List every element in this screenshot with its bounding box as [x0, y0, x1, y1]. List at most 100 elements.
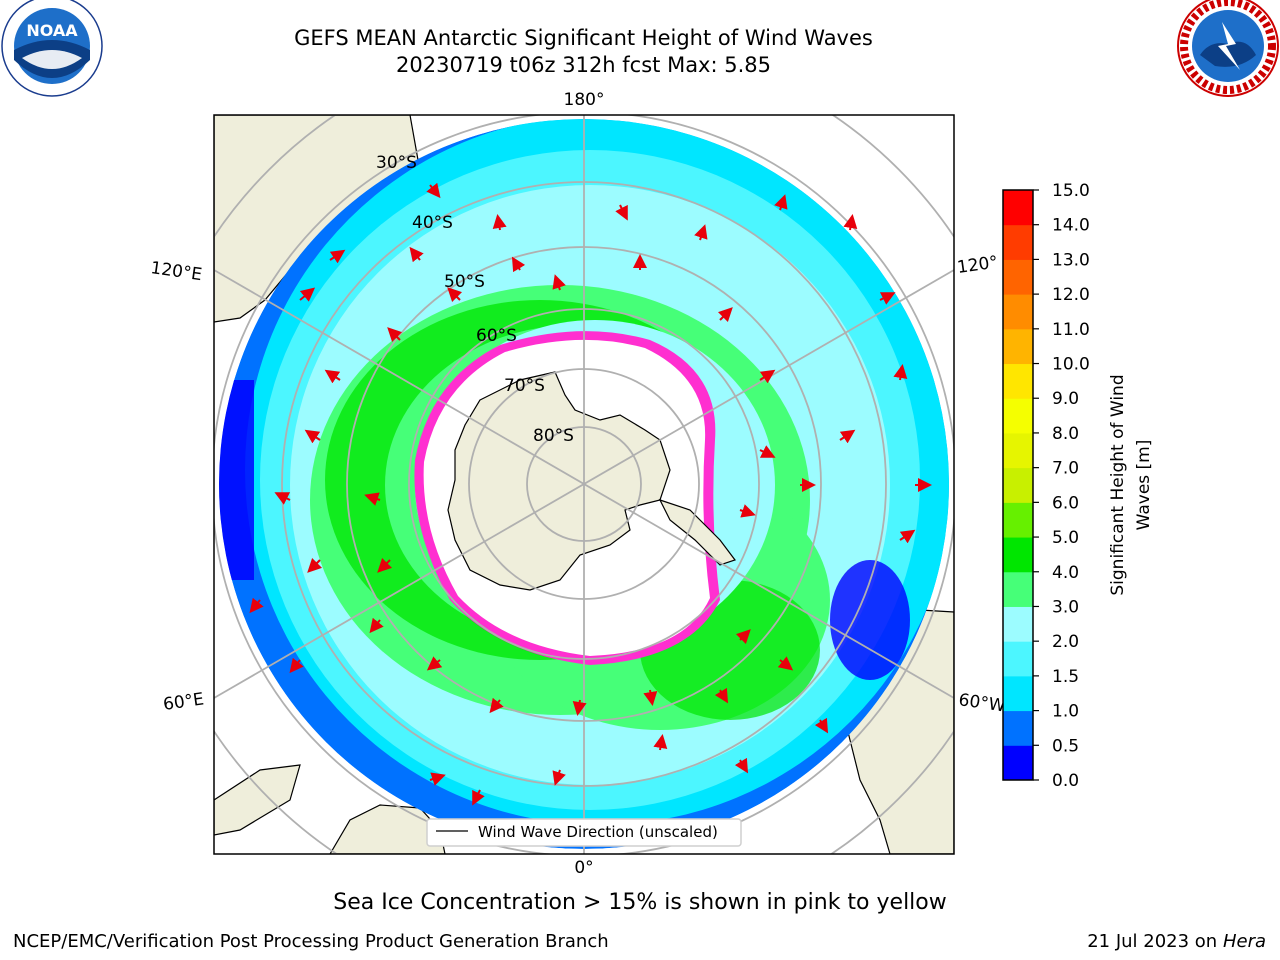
lat-label-70s: 70°S — [504, 376, 545, 396]
colorbar-segment — [1003, 606, 1033, 642]
colorbar-tick-label: 2.0 — [1052, 632, 1079, 652]
colorbar-frame — [1002, 189, 1034, 781]
colorbar-segment — [1003, 675, 1033, 712]
colorbar-segment — [1003, 190, 1033, 226]
lat-label-40s: 40°S — [412, 213, 453, 233]
colorbar-segment — [1003, 641, 1033, 677]
vector — [377, 557, 393, 573]
colorbar-tick-label: 1.5 — [1052, 667, 1079, 687]
vector — [899, 529, 916, 544]
vector — [426, 182, 441, 199]
vector — [714, 687, 729, 704]
vector — [511, 256, 526, 273]
lat-label-60s: 60°S — [476, 326, 517, 346]
colorbar-tick-label: 3.0 — [1052, 597, 1079, 617]
colorbar-tick-label: 5.0 — [1052, 528, 1079, 548]
lat-label-80s: 80°S — [533, 426, 574, 446]
vector — [429, 772, 446, 786]
legend-label: Wind Wave Direction (unscaled) — [478, 823, 718, 841]
vector — [552, 769, 566, 786]
lat-label-30s: 30°S — [376, 153, 417, 173]
run-date-text: 21 Jul 2023 on — [1087, 931, 1218, 952]
vector — [879, 292, 896, 305]
colorbar-segment — [1003, 259, 1033, 295]
colorbar-tick-label: 12.0 — [1052, 285, 1090, 305]
vector — [572, 699, 587, 716]
colorbar-segment — [1003, 502, 1033, 538]
vector — [274, 492, 291, 505]
vector — [304, 429, 321, 444]
title-line-1: GEFS MEAN Antarctic Significant Height o… — [294, 26, 873, 50]
colorbar: 0.0 0.5 1.0 1.5 2.0 3.0 4.0 5.0 6.0 7.0 8.0 9.0 10.0… — [1002, 181, 1090, 791]
lon-label-60w: 60°W — [957, 690, 1006, 716]
vector — [409, 246, 424, 263]
colorbar-tick-label: 4.0 — [1052, 563, 1079, 583]
lon-label-180: 180° — [564, 90, 605, 110]
lat-label-50s: 50°S — [444, 272, 485, 292]
vector — [694, 224, 708, 241]
vector — [552, 274, 566, 291]
colorbar-tick-label: 6.0 — [1052, 493, 1079, 513]
africa-land-west — [214, 764, 301, 836]
title-line-2: 20230719 t06z 312h fcst Max: 5.85 — [396, 53, 771, 77]
vector — [739, 504, 756, 518]
vector — [492, 214, 507, 231]
colorbar-segment — [1003, 745, 1033, 781]
colorbar-segment — [1003, 571, 1033, 607]
lon-label-120w: 120° — [956, 252, 999, 278]
vector — [777, 656, 794, 671]
map-frame — [213, 114, 955, 855]
colorbar-segment — [1003, 363, 1033, 399]
run-date: 21 Jul 2023 on Hera — [1087, 931, 1266, 952]
colorbar-segment — [1003, 432, 1033, 469]
lon-label-60e: 60°E — [162, 689, 205, 714]
colorbar-tick-label: 8.0 — [1052, 424, 1079, 444]
colorbar-tick-label: 13.0 — [1052, 250, 1090, 270]
colorbar-tick-label: 0.0 — [1052, 771, 1079, 791]
nws-logo — [1177, 0, 1279, 97]
colorbar-tick-label: 11.0 — [1052, 320, 1090, 340]
vector — [364, 492, 381, 506]
sea-ice-note: Sea Ice Concentration > 15% is shown in … — [333, 890, 947, 915]
vector — [329, 249, 346, 264]
vector — [774, 194, 788, 211]
vector — [369, 617, 384, 634]
colorbar-segment — [1003, 224, 1033, 260]
colorbar-tick-label: 10.0 — [1052, 355, 1090, 375]
colorbar-segment — [1003, 294, 1033, 330]
vector — [615, 204, 628, 221]
vector — [814, 717, 829, 734]
vector — [447, 287, 463, 303]
vector — [734, 757, 749, 774]
lon-label-0: 0° — [574, 858, 593, 878]
vector — [324, 369, 341, 384]
vector — [759, 369, 776, 384]
colorbar-tick-label: 0.5 — [1052, 736, 1079, 756]
credit-line: NCEP/EMC/Verification Post Processing Pr… — [13, 931, 609, 952]
noaa-logo-text: NOAA — [26, 21, 78, 40]
vector — [289, 657, 304, 674]
vector — [489, 697, 504, 714]
lon-label-120e: 120°E — [149, 258, 203, 285]
vector — [893, 364, 908, 381]
colorbar-segment — [1003, 537, 1033, 573]
colorbar-label-line1: Significant Height of Wind — [1108, 374, 1128, 595]
colorbar-tick-label: 7.0 — [1052, 459, 1079, 479]
run-host: Hera — [1222, 931, 1266, 952]
colorbar-segment — [1003, 328, 1033, 365]
vector — [387, 327, 403, 343]
vector — [843, 214, 858, 231]
vector — [299, 287, 316, 302]
colorbar-tick-label: 1.0 — [1052, 702, 1079, 722]
vector — [653, 734, 668, 751]
vector — [249, 597, 264, 614]
colorbar-tick-label: 9.0 — [1052, 389, 1079, 409]
colorbar-label-line2: Waves [m] — [1134, 440, 1154, 531]
vector — [426, 656, 443, 671]
vector — [717, 307, 733, 323]
colorbar-tick-label: 14.0 — [1052, 216, 1090, 236]
vector — [643, 689, 658, 706]
vector — [472, 789, 485, 806]
colorbar-segment — [1003, 467, 1033, 503]
